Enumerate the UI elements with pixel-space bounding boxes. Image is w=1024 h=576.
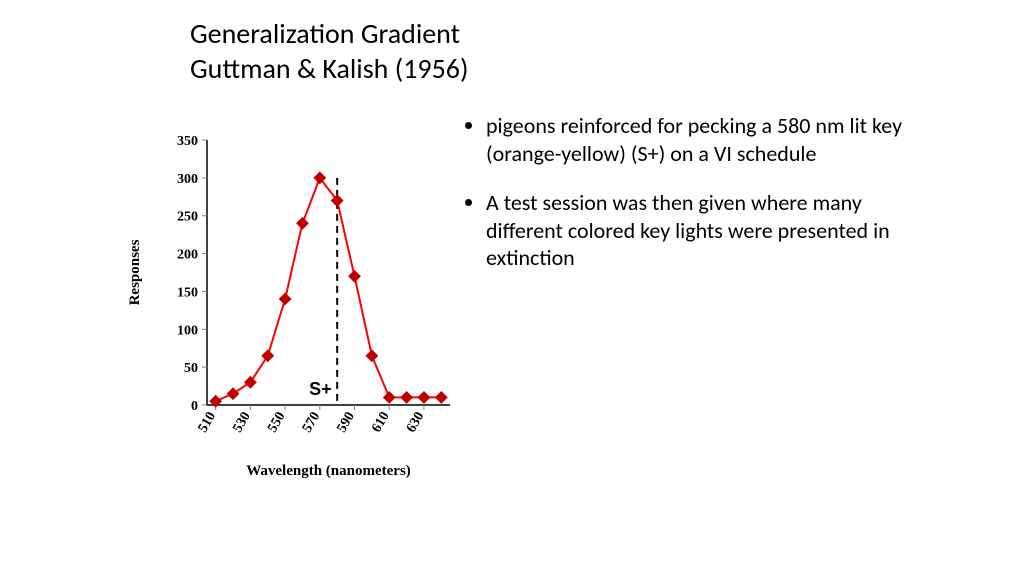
svg-text:0: 0 [191, 399, 198, 414]
svg-text:250: 250 [177, 210, 198, 225]
svg-text:570: 570 [300, 410, 323, 436]
svg-text:550: 550 [265, 410, 288, 436]
title-line-1: Generalization Gradient [190, 16, 468, 51]
svg-text:590: 590 [335, 410, 358, 436]
title-line-2: Guttman & Kalish (1956) [190, 51, 468, 86]
svg-text:S+: S+ [309, 379, 332, 399]
svg-text:300: 300 [177, 172, 198, 187]
bullet-item: A test session was then given where many… [486, 189, 922, 272]
svg-text:50: 50 [184, 361, 198, 376]
svg-text:200: 200 [177, 248, 198, 263]
page-title: Generalization Gradient Guttman & Kalish… [190, 16, 468, 86]
bullet-item: pigeons reinforced for pecking a 580 nm … [486, 112, 922, 167]
svg-text:630: 630 [404, 410, 427, 436]
bullet-list: pigeons reinforced for pecking a 580 nm … [462, 112, 922, 294]
svg-text:610: 610 [369, 410, 392, 436]
svg-text:100: 100 [177, 323, 198, 338]
svg-text:530: 530 [230, 410, 253, 436]
svg-text:510: 510 [196, 410, 219, 436]
svg-text:350: 350 [177, 134, 198, 149]
svg-text:Wavelength (nanometers): Wavelength (nanometers) [246, 463, 411, 479]
svg-text:Responses: Responses [127, 239, 143, 305]
generalization-chart: 0 50 100 150 200 250 300 350 510 530 550 570 590 610 6… [115, 130, 475, 530]
svg-text:150: 150 [177, 285, 198, 300]
